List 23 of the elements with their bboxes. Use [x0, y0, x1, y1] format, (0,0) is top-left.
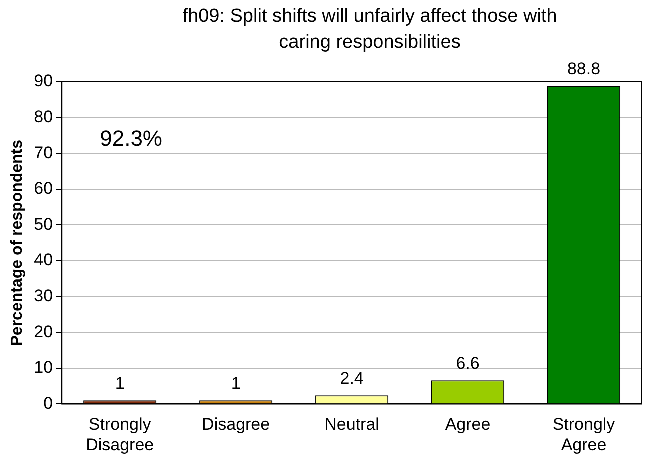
- y-tick-label: 10: [34, 358, 54, 378]
- y-tick-label: 60: [34, 179, 54, 198]
- data-label: 88.8: [567, 59, 601, 78]
- chart-title: fh09: Split shifts will unfairly affect those with caring responsibilities: [182, 5, 558, 55]
- data-label: 6.6: [456, 354, 480, 373]
- x-tick-label: Strongly Agree: [552, 415, 616, 454]
- y-tick-label: 0: [44, 394, 54, 413]
- y-tick-label: 70: [34, 143, 54, 162]
- data-label: 2.4: [340, 368, 364, 388]
- y-tick-label: 30: [34, 286, 54, 306]
- x-tick-label: Agree: [445, 415, 491, 434]
- y-tick-label: 90: [34, 72, 54, 91]
- x-tick-label: Disagree: [202, 415, 270, 434]
- x-tick-label: Neutral: [324, 415, 380, 434]
- y-tick-label: 80: [34, 107, 54, 126]
- data-label: 1: [115, 374, 125, 393]
- y-tick-label: 20: [34, 322, 54, 342]
- y-tick-label: 50: [34, 214, 54, 234]
- data-label: 1: [231, 374, 241, 393]
- x-tick-label: Strongly Disagree: [86, 415, 154, 454]
- y-tick-label: 40: [34, 250, 54, 270]
- annotation: 92.3%: [100, 126, 162, 152]
- y-axis-title: Percentage of respondents: [9, 140, 26, 346]
